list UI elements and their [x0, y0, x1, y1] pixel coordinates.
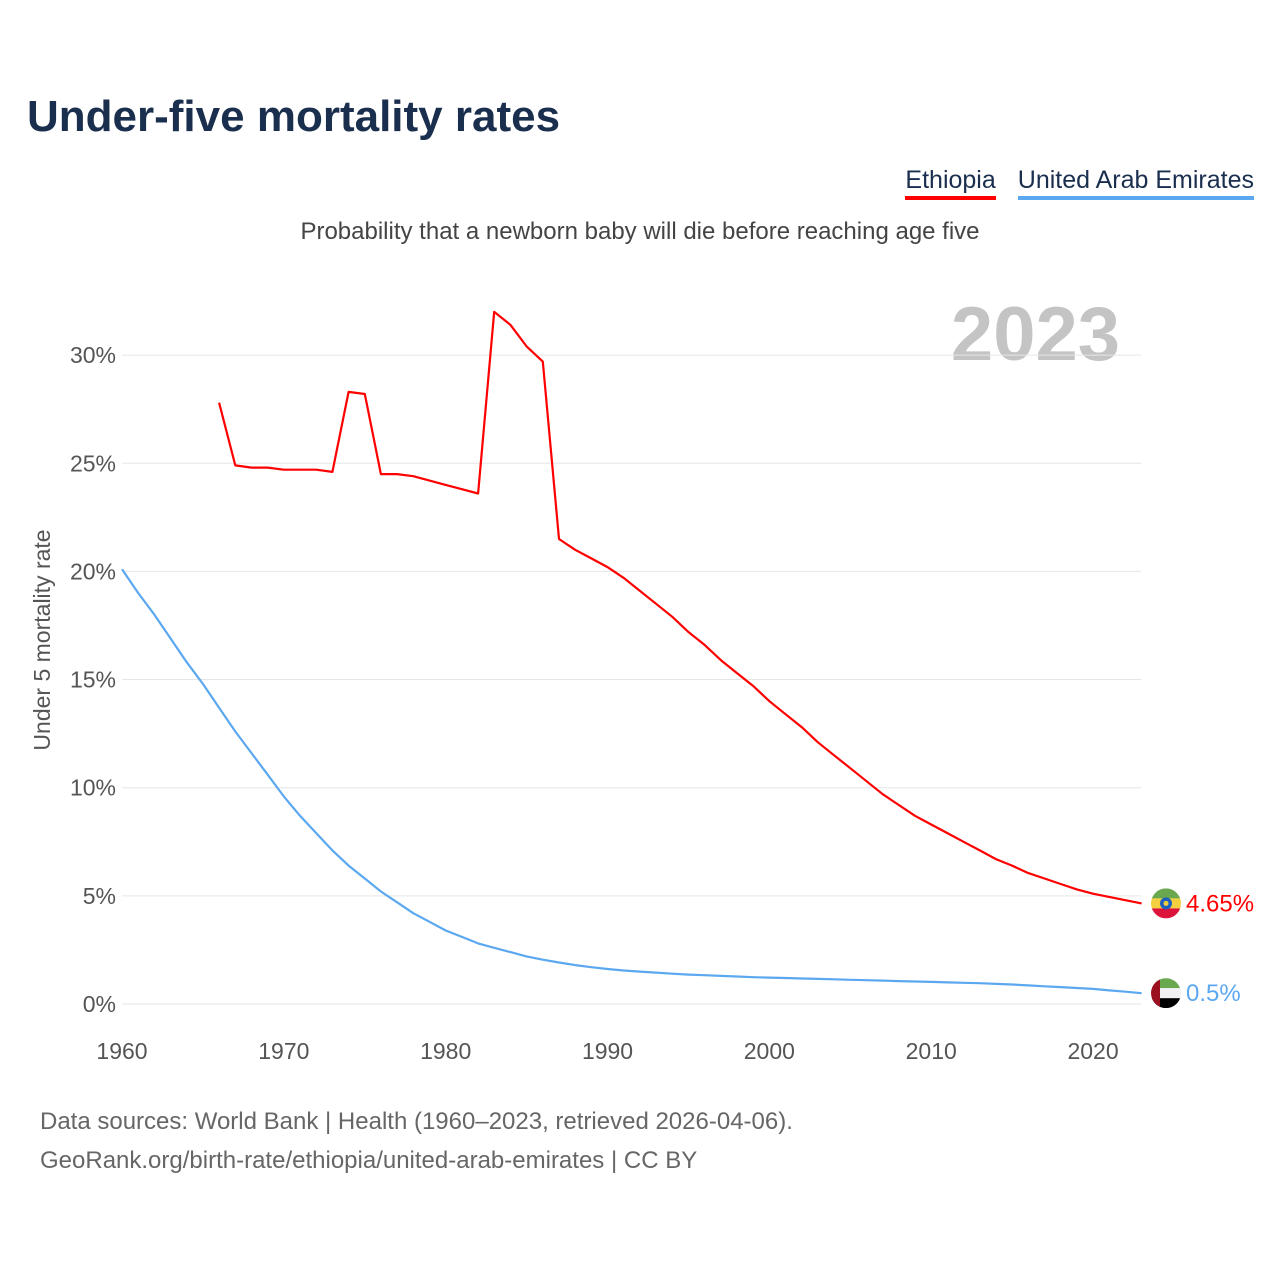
chart-title: Under-five mortality rates — [27, 92, 561, 141]
ethiopia-flag-icon — [1151, 888, 1181, 919]
series-line-ethiopia — [218, 310, 1142, 905]
y-tick-label: 0% — [83, 991, 116, 1017]
y-tick-label: 30% — [70, 342, 116, 368]
x-tick-label: 1990 — [582, 1038, 633, 1064]
footer-source: Data sources: World Bank | Health (1960–… — [40, 1108, 793, 1135]
x-tick-label: 1980 — [420, 1038, 471, 1064]
y-axis-label: Under 5 mortality rate — [29, 529, 55, 750]
series-line-uae — [121, 568, 1142, 995]
legend-uae[interactable]: United Arab Emirates — [1017, 166, 1254, 200]
legend-ethiopia[interactable]: Ethiopia — [905, 166, 996, 200]
x-tick-label: 1970 — [258, 1038, 309, 1064]
y-tick-label: 10% — [70, 775, 116, 801]
y-tick-label: 15% — [70, 667, 116, 693]
x-tick-label: 2020 — [1067, 1038, 1118, 1064]
end-value-label: 0.5% — [1186, 980, 1241, 1007]
x-tick-label: 1960 — [96, 1038, 147, 1064]
y-tick-label: 5% — [83, 883, 116, 909]
legend: Ethiopia United Arab Emirates — [905, 166, 1254, 200]
y-tick-label: 20% — [70, 558, 116, 584]
footer-link[interactable]: GeoRank.org/birth-rate/ethiopia/united-a… — [40, 1147, 698, 1174]
uae-flag-icon — [1151, 978, 1181, 1009]
end-value-label: 4.65% — [1186, 890, 1254, 917]
y-tick-label: 25% — [70, 450, 116, 476]
chart-subtitle: Probability that a newborn baby will die… — [300, 218, 980, 245]
year-label: 2023 — [951, 292, 1120, 377]
x-tick-label: 2000 — [744, 1038, 795, 1064]
x-tick-label: 2010 — [906, 1038, 957, 1064]
